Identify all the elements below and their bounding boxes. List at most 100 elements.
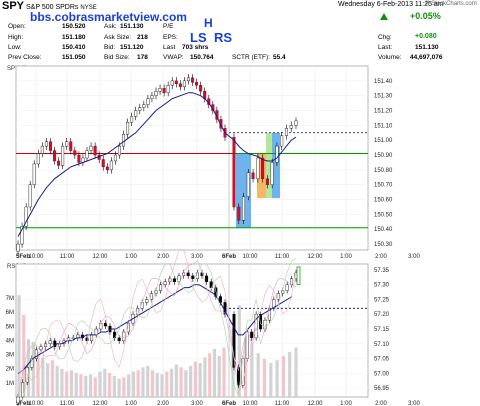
volume-bar: [288, 351, 292, 397]
price-candle: [195, 82, 199, 86]
volume-bar: [184, 370, 188, 397]
price-x-tick-label: 3:00: [408, 254, 420, 260]
quote-label-high: High:: [8, 34, 24, 41]
volume-tick-label: 7M: [6, 296, 14, 302]
volume-bar: [203, 357, 207, 397]
volume-bar: [46, 363, 50, 397]
rsp-x-tick-label: 12:00: [307, 401, 323, 406]
volume-bar: [160, 374, 164, 397]
price-candle: [174, 80, 178, 85]
quote-value-low: 150.410: [62, 44, 86, 51]
rsp-candle: [103, 322, 107, 327]
volume-bar: [174, 364, 178, 397]
price-candle: [246, 172, 250, 197]
rsp-candle: [276, 293, 280, 300]
volume-bar: [84, 375, 88, 397]
rsp-y-tick-label: 56.95: [374, 386, 390, 392]
price-candle: [237, 206, 241, 221]
volume-tick-label: 3M: [6, 353, 14, 359]
price-candle: [16, 243, 20, 252]
rsp-x-tick-label: 2:00: [157, 401, 169, 406]
volume-bar: [69, 370, 74, 397]
price-candle: [146, 98, 150, 105]
up-arrow-icon: [380, 13, 388, 20]
rsp-x-tick-label: 10:00: [242, 401, 258, 406]
quote-value-last: 151.130: [415, 44, 439, 51]
rsp-candle: [259, 314, 263, 330]
volume-bar: [193, 361, 197, 397]
rsp-x-tick-label: 12:00: [92, 401, 108, 406]
price-candle: [150, 95, 154, 99]
price-candle: [280, 135, 284, 147]
price-candle: [77, 154, 81, 163]
change-percent: +0.05%: [410, 11, 441, 21]
rsp-candle: [250, 331, 254, 339]
volume-bar: [107, 372, 112, 397]
quote-value-high: 151.180: [62, 34, 86, 41]
date-time: Wednesday 6-Feb-2013 11:25 am: [338, 1, 444, 8]
price-candle: [36, 153, 40, 165]
volume-bar: [122, 377, 126, 397]
volume-bar: [165, 371, 169, 397]
annotation-rs: RS: [214, 30, 233, 45]
price-candle: [20, 226, 24, 245]
rsp-candle: [285, 284, 289, 291]
price-candle: [251, 172, 255, 179]
price-candle: [170, 80, 174, 86]
quote-label-open: Open:: [8, 23, 26, 30]
quote-label-prev-close: Prev Close:: [8, 54, 42, 61]
price-candle: [275, 145, 279, 163]
price-y-tick-label: 151.30: [374, 94, 393, 100]
rsp-y-tick-label: 57.25: [374, 297, 390, 303]
volume-tick-label: 1M: [6, 381, 14, 387]
price-y-tick-label: 151.20: [374, 109, 393, 115]
rsp-y-tick-label: 57.15: [374, 327, 390, 333]
quote-value-volume: 44,697,076: [410, 54, 443, 61]
volume-bar: [74, 372, 78, 397]
rsp-last-bar-highlight: [296, 266, 301, 286]
volume-bar: [36, 351, 40, 397]
head-top-box: [266, 132, 272, 199]
price-x-tick-label: 5Feb: [16, 254, 30, 260]
volume-bar: [222, 347, 226, 397]
volume-bar: [237, 305, 241, 397]
price-candle: [117, 145, 121, 156]
quote-label-low: Low:: [8, 44, 22, 51]
rsp-candle: [90, 334, 94, 342]
volume-tick-label: 2M: [6, 367, 14, 373]
rsp-candle: [85, 337, 89, 342]
price-candle: [186, 77, 190, 82]
volume-bar: [79, 374, 83, 397]
price-candle: [182, 80, 186, 87]
volume-tick-label: 4M: [6, 338, 14, 344]
rsp-candle: [159, 284, 163, 291]
rsp-candle: [16, 396, 20, 404]
price-candle: [178, 83, 182, 87]
rsp-candle: [172, 278, 176, 282]
price-y-tick-label: 150.80: [374, 168, 393, 174]
volume-bar: [103, 368, 107, 397]
rsp-candle: [281, 290, 285, 294]
price-candle: [191, 77, 195, 83]
volume-bar: [146, 365, 150, 397]
rsp-candle: [232, 314, 236, 368]
price-x-tick-label: 11:00: [275, 254, 290, 260]
annotation-ls: LS: [190, 30, 207, 45]
price-candle: [85, 150, 89, 159]
quote-label-volume: Volume:: [378, 54, 402, 61]
quote-value-vwap: 150.764: [190, 54, 214, 61]
price-candle: [93, 145, 97, 156]
quote-label-sctr: SCTR (ETF):: [232, 54, 270, 61]
rsp-candle: [163, 281, 167, 285]
rsp-x-tick-label: 11:00: [60, 401, 75, 406]
volume-bar: [281, 356, 285, 397]
price-x-tick-label: 3:00: [191, 254, 203, 260]
quote-value-ask-size: 218: [137, 34, 148, 41]
price-candle: [130, 116, 134, 123]
price-candle: [134, 110, 138, 117]
price-candle: [105, 166, 109, 171]
rsp-x-tick-label: 3:00: [408, 401, 420, 406]
price-candle: [28, 184, 32, 208]
